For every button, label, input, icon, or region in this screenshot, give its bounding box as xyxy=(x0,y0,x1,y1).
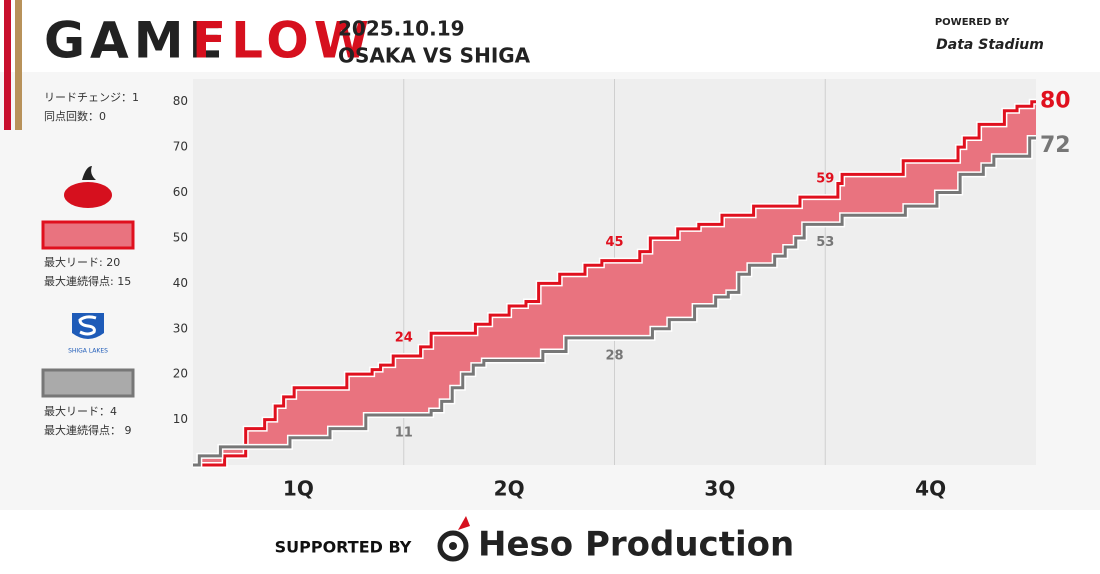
x-tick-label: 2Q xyxy=(494,477,525,501)
quarter-score: 11 xyxy=(395,426,413,441)
powered-by: POWERED BY xyxy=(935,17,1010,28)
sponsor: Heso Production xyxy=(478,525,794,565)
quarter-score: 28 xyxy=(605,348,623,363)
date: 2025.10.19 xyxy=(338,17,465,41)
y-tick-label: 60 xyxy=(173,185,188,199)
quarter-score: 59 xyxy=(816,172,834,187)
quarter-score: 53 xyxy=(816,235,834,250)
home-max-lead: 最大リード: 20 xyxy=(44,255,120,269)
ties: 同点回数：0 xyxy=(44,110,106,123)
sponsor-logo xyxy=(437,516,470,562)
home-max-run: 最大連続得点: 15 xyxy=(44,274,131,288)
away-legend-box xyxy=(41,368,135,398)
footer xyxy=(0,510,1100,570)
x-tick-label: 3Q xyxy=(704,477,735,501)
quarter-score: 24 xyxy=(395,331,413,346)
final-score: 72 xyxy=(1040,133,1071,158)
score-line xyxy=(193,136,1036,467)
accent-bar xyxy=(4,0,11,130)
home-legend-box xyxy=(41,220,135,250)
lead-area xyxy=(193,101,1036,466)
title: GAME xyxy=(44,12,228,70)
away-logo-text: SHIGA LAKES xyxy=(68,348,108,355)
quarter-score: 45 xyxy=(605,235,623,250)
y-tick-label: 80 xyxy=(173,94,188,108)
y-tick-label: 70 xyxy=(173,140,188,154)
y-tick-label: 40 xyxy=(173,276,188,290)
title-accent: FLOW xyxy=(192,12,374,70)
x-tick-label: 4Q xyxy=(915,477,946,501)
x-tick-label: 1Q xyxy=(283,477,314,501)
score-line xyxy=(193,100,1036,467)
away-max-lead: 最大リード：4 xyxy=(44,404,117,418)
y-tick-label: 20 xyxy=(173,367,188,381)
supported-by: SUPPORTED BY xyxy=(275,538,412,557)
away-max-run: 最大連続得点： 9 xyxy=(44,423,132,437)
provider: Data Stadium xyxy=(936,37,1044,53)
away-logo xyxy=(72,313,104,339)
lead-changes: リードチェンジ：1 xyxy=(44,91,139,104)
final-score: 80 xyxy=(1040,89,1071,114)
y-tick-label: 10 xyxy=(173,412,188,426)
y-tick-label: 50 xyxy=(173,230,188,244)
y-tick-label: 30 xyxy=(173,321,188,335)
matchup: OSAKA VS SHIGA xyxy=(338,44,531,68)
home-logo xyxy=(64,166,112,208)
accent-bar xyxy=(15,0,22,130)
